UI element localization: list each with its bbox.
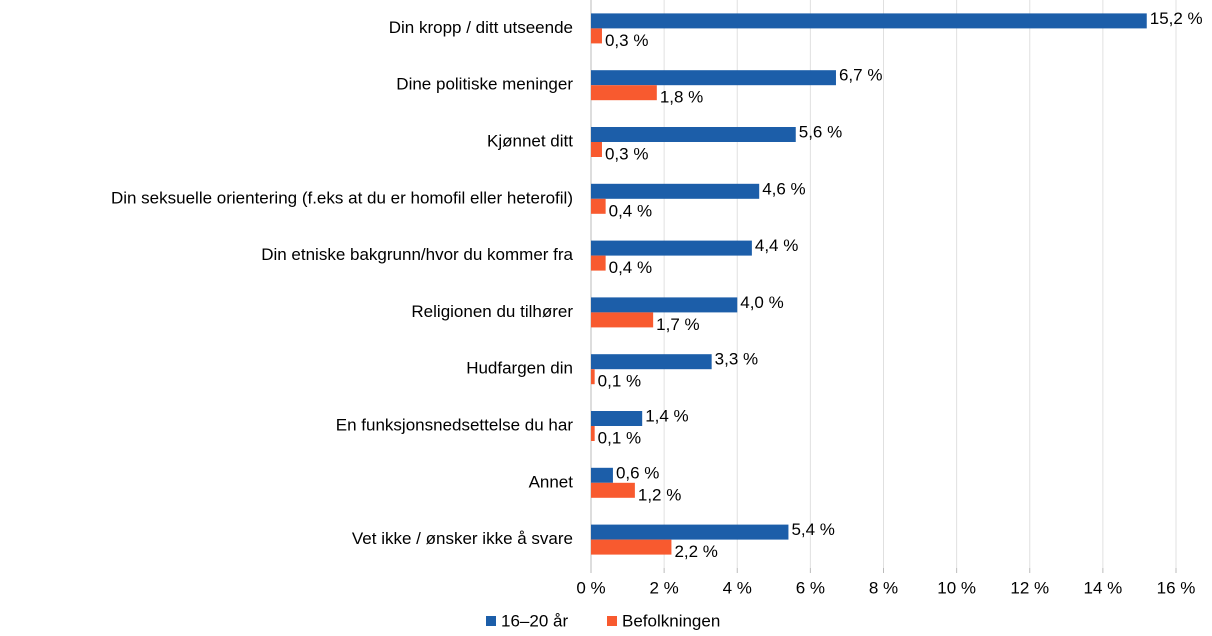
bar [591, 142, 602, 157]
y-tick-label: Religionen du tilhører [411, 302, 573, 321]
x-tick-label: 0 % [576, 578, 605, 597]
y-tick-label: Annet [529, 472, 574, 491]
y-tick-label: Din seksuelle orientering (f.eks at du e… [111, 188, 573, 207]
bar [591, 13, 1147, 29]
y-tick-label: Din kropp / ditt utseende [389, 18, 573, 37]
x-tick-label: 14 % [1084, 578, 1123, 597]
value-label: 5,4 % [791, 520, 834, 539]
bar [591, 539, 672, 555]
value-label: 4,4 % [755, 236, 798, 255]
x-tick-label: 12 % [1010, 578, 1049, 597]
value-label: 1,2 % [638, 485, 681, 504]
y-tick-label: Vet ikke / ønsker ikke å svare [352, 529, 573, 548]
bar [591, 198, 606, 214]
bar [591, 369, 595, 385]
x-tick-label: 4 % [723, 578, 752, 597]
bar [591, 70, 836, 86]
value-label: 0,4 % [609, 201, 652, 220]
bar [591, 354, 712, 370]
y-tick-label: En funksjonsnedsettelse du har [336, 415, 574, 434]
bar [591, 426, 595, 441]
legend-swatch [486, 616, 496, 626]
x-tick-label: 2 % [649, 578, 678, 597]
bar [591, 240, 752, 256]
value-label: 15,2 % [1150, 9, 1203, 28]
bar [591, 297, 738, 313]
value-label: 6,7 % [839, 66, 882, 85]
value-label: 5,6 % [799, 122, 842, 141]
value-label: 0,4 % [609, 258, 652, 277]
x-tick-label: 8 % [869, 578, 898, 597]
bar [591, 255, 606, 271]
bar [591, 482, 635, 498]
value-label: 4,6 % [762, 179, 805, 198]
x-tick-label: 16 % [1157, 578, 1196, 597]
bar [591, 411, 643, 426]
value-label: 4,0 % [740, 293, 783, 312]
bar [591, 85, 657, 101]
bar [591, 467, 613, 483]
y-tick-label: Hudfargen din [466, 359, 573, 378]
bar [591, 28, 602, 44]
value-label: 2,2 % [674, 542, 717, 561]
value-label: 0,1 % [598, 428, 641, 447]
value-label: 0,1 % [598, 372, 641, 391]
bar [591, 127, 796, 142]
bar [591, 312, 654, 328]
y-tick-label: Din etniske bakgrunn/hvor du kommer fra [261, 245, 573, 264]
x-tick-label: 6 % [796, 578, 825, 597]
value-label: 0,3 % [605, 31, 648, 50]
legend-label: Befolkningen [622, 611, 720, 630]
value-label: 1,4 % [645, 406, 688, 425]
legend-swatch [607, 616, 617, 626]
bar [591, 183, 760, 199]
bar [591, 524, 789, 540]
x-tick-label: 10 % [937, 578, 976, 597]
y-tick-label: Kjønnet ditt [487, 131, 573, 150]
y-tick-label: Dine politiske meninger [396, 75, 573, 94]
value-label: 1,8 % [660, 88, 703, 107]
value-label: 1,7 % [656, 315, 699, 334]
legend-label: 16–20 år [501, 611, 568, 630]
value-label: 0,3 % [605, 144, 648, 163]
value-label: 0,6 % [616, 463, 659, 482]
value-label: 3,3 % [715, 350, 758, 369]
